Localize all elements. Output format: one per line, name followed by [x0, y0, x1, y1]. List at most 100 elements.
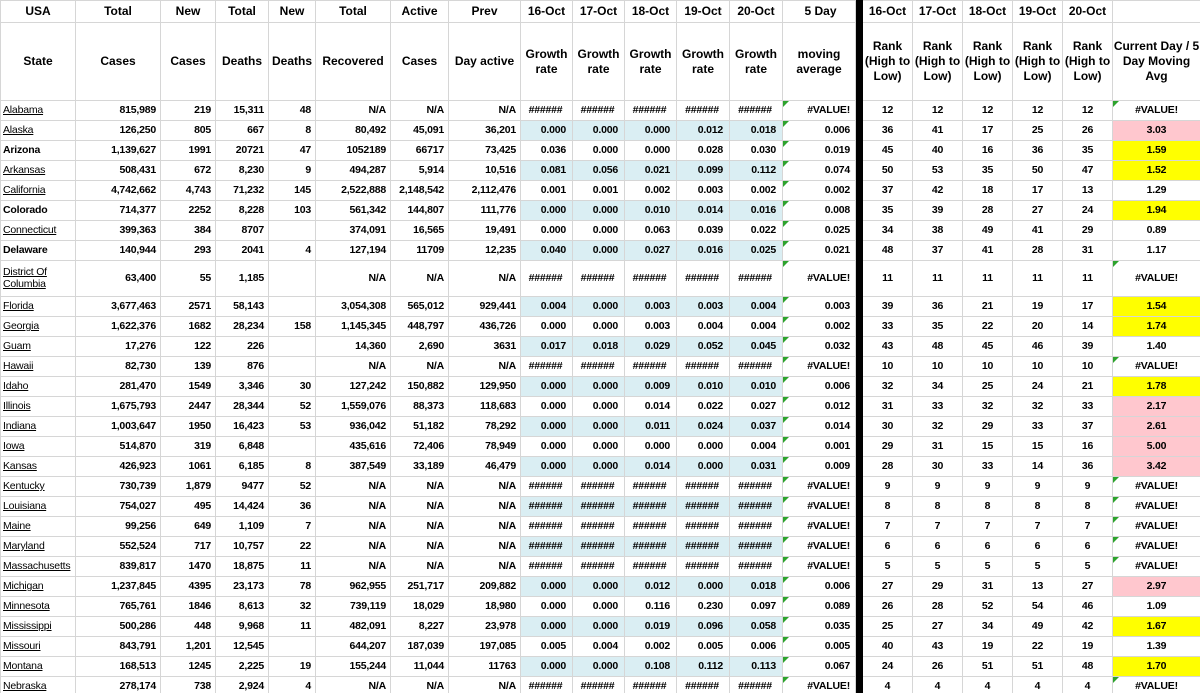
cell-ratio[interactable]: 2.61 — [1112, 416, 1200, 437]
cell-rank[interactable]: 24 — [1062, 200, 1113, 221]
cell-rank[interactable]: 16 — [1062, 436, 1113, 457]
cell-growth-rate[interactable]: ###### — [729, 476, 783, 497]
cell-recovered[interactable]: N/A — [315, 100, 391, 121]
cell-growth-rate[interactable]: 0.081 — [520, 160, 573, 181]
cell-growth-rate[interactable]: 0.040 — [520, 240, 573, 261]
cell-moving-average[interactable]: #VALUE! — [782, 476, 856, 497]
cell-rank[interactable]: 17 — [1062, 296, 1113, 317]
cell-rank[interactable]: 34 — [962, 616, 1013, 637]
cell-recovered[interactable]: 936,042 — [315, 416, 391, 437]
cell-growth-rate[interactable]: 0.019 — [624, 616, 677, 637]
cell-growth-rate[interactable]: 0.000 — [572, 316, 625, 337]
cell-rank[interactable]: 30 — [912, 456, 963, 477]
cell-new-deaths[interactable]: 48 — [268, 100, 316, 121]
cell-prev-day-active[interactable]: N/A — [448, 516, 521, 537]
cell-new-deaths[interactable] — [268, 436, 316, 457]
header-rank-date-18-oct[interactable]: 18-Oct — [962, 0, 1013, 23]
cell-rank[interactable]: 15 — [1012, 436, 1063, 457]
cell-growth-rate[interactable]: ###### — [572, 516, 625, 537]
header-5-day[interactable]: 5 Day — [782, 0, 856, 23]
cell-moving-average[interactable]: 0.006 — [782, 120, 856, 141]
cell-new-cases[interactable]: 219 — [160, 100, 216, 121]
cell-new-deaths[interactable]: 11 — [268, 556, 316, 577]
cell-new-cases[interactable]: 122 — [160, 336, 216, 357]
cell-total-deaths[interactable]: 2,225 — [215, 656, 269, 677]
cell-rank[interactable]: 26 — [862, 596, 913, 617]
cell-ratio[interactable]: 1.74 — [1112, 316, 1200, 337]
cell-growth-rate[interactable]: ###### — [729, 676, 783, 693]
cell-growth-rate[interactable]: 0.018 — [729, 576, 783, 597]
header-rank-high-to-low[interactable]: Rank (High to Low) — [1012, 22, 1063, 101]
cell-growth-rate[interactable]: ###### — [572, 536, 625, 557]
cell-state[interactable]: Kentucky — [0, 476, 76, 497]
cell-growth-rate[interactable]: 0.000 — [572, 376, 625, 397]
cell-active-cases[interactable]: 72,406 — [390, 436, 449, 457]
cell-state[interactable]: District Of Columbia — [0, 260, 76, 297]
cell-ratio[interactable]: 3.03 — [1112, 120, 1200, 141]
cell-total-deaths[interactable]: 16,423 — [215, 416, 269, 437]
cell-rank[interactable]: 36 — [912, 296, 963, 317]
cell-total-deaths[interactable]: 1,185 — [215, 260, 269, 297]
cell-rank[interactable]: 27 — [862, 576, 913, 597]
cell-growth-rate[interactable]: 0.004 — [572, 636, 625, 657]
cell-new-cases[interactable]: 55 — [160, 260, 216, 297]
cell-growth-rate[interactable]: 0.018 — [729, 120, 783, 141]
cell-new-cases[interactable]: 1846 — [160, 596, 216, 617]
cell-rank[interactable]: 27 — [1012, 200, 1063, 221]
cell-rank[interactable]: 31 — [862, 396, 913, 417]
cell-prev-day-active[interactable]: 11763 — [448, 656, 521, 677]
cell-growth-rate[interactable]: 0.003 — [676, 180, 730, 201]
cell-state[interactable]: Georgia — [0, 316, 76, 337]
cell-rank[interactable]: 9 — [912, 476, 963, 497]
cell-active-cases[interactable]: 66717 — [390, 140, 449, 161]
cell-ratio[interactable]: #VALUE! — [1112, 556, 1200, 577]
header-growth-rate[interactable]: Growth rate — [624, 22, 677, 101]
cell-moving-average[interactable]: 0.003 — [782, 296, 856, 317]
cell-ratio[interactable]: #VALUE! — [1112, 100, 1200, 121]
cell-rank[interactable]: 20 — [1012, 316, 1063, 337]
cell-prev-day-active[interactable]: 78,949 — [448, 436, 521, 457]
cell-active-cases[interactable]: N/A — [390, 100, 449, 121]
cell-rank[interactable]: 36 — [1012, 140, 1063, 161]
cell-active-cases[interactable]: 251,717 — [390, 576, 449, 597]
header-cases[interactable]: Cases — [390, 22, 449, 101]
cell-rank[interactable]: 17 — [962, 120, 1013, 141]
cell-growth-rate[interactable]: ###### — [676, 556, 730, 577]
cell-growth-rate[interactable]: 0.000 — [572, 456, 625, 477]
cell-new-cases[interactable]: 293 — [160, 240, 216, 261]
cell-rank[interactable]: 31 — [912, 436, 963, 457]
cell-rank[interactable]: 35 — [862, 200, 913, 221]
cell-active-cases[interactable]: N/A — [390, 556, 449, 577]
cell-total-deaths[interactable]: 58,143 — [215, 296, 269, 317]
cell-growth-rate[interactable]: ###### — [572, 476, 625, 497]
cell-moving-average[interactable]: 0.012 — [782, 396, 856, 417]
cell-new-deaths[interactable]: 52 — [268, 476, 316, 497]
cell-growth-rate[interactable]: 0.000 — [572, 656, 625, 677]
cell-new-deaths[interactable]: 7 — [268, 516, 316, 537]
cell-moving-average[interactable]: #VALUE! — [782, 356, 856, 377]
cell-rank[interactable]: 7 — [912, 516, 963, 537]
cell-new-deaths[interactable]: 145 — [268, 180, 316, 201]
cell-moving-average[interactable]: #VALUE! — [782, 536, 856, 557]
cell-growth-rate[interactable]: 0.000 — [572, 416, 625, 437]
cell-growth-rate[interactable]: 0.056 — [572, 160, 625, 181]
cell-rank[interactable]: 35 — [912, 316, 963, 337]
cell-moving-average[interactable]: 0.006 — [782, 376, 856, 397]
cell-active-cases[interactable]: 88,373 — [390, 396, 449, 417]
cell-growth-rate[interactable]: 0.003 — [624, 316, 677, 337]
cell-ratio[interactable]: 0.89 — [1112, 220, 1200, 241]
cell-total-deaths[interactable]: 15,311 — [215, 100, 269, 121]
cell-prev-day-active[interactable]: 18,980 — [448, 596, 521, 617]
header-usa[interactable]: USA — [0, 0, 76, 23]
cell-recovered[interactable]: 561,342 — [315, 200, 391, 221]
cell-recovered[interactable]: 1,145,345 — [315, 316, 391, 337]
cell-rank[interactable]: 7 — [862, 516, 913, 537]
cell-recovered[interactable]: 494,287 — [315, 160, 391, 181]
cell-growth-rate[interactable]: 0.001 — [572, 180, 625, 201]
cell-rank[interactable]: 8 — [962, 496, 1013, 517]
cell-growth-rate[interactable]: 0.037 — [729, 416, 783, 437]
cell-rank[interactable]: 22 — [1012, 636, 1063, 657]
cell-rank[interactable]: 52 — [962, 596, 1013, 617]
cell-growth-rate[interactable]: 0.002 — [729, 180, 783, 201]
cell-moving-average[interactable]: 0.002 — [782, 316, 856, 337]
